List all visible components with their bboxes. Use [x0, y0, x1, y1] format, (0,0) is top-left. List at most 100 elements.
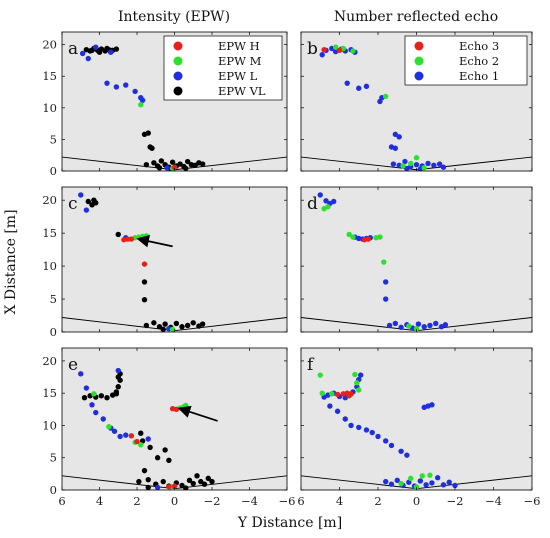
point-epw-vl: [151, 160, 157, 166]
point-echo-1: [434, 475, 441, 481]
point-echo-2: [354, 380, 360, 386]
point-echo-2: [419, 473, 425, 479]
panel-c: 0 5 10 15 20 c: [42, 186, 288, 339]
point-epw-h: [173, 406, 180, 413]
point-echo-1: [429, 480, 435, 486]
point-epw-vl: [89, 47, 95, 54]
point-epw-l: [78, 371, 84, 377]
legend-label: Echo 2: [459, 54, 499, 68]
legend-marker: [414, 71, 424, 81]
point-echo-1: [383, 279, 389, 285]
legend-label: EPW L: [218, 69, 258, 83]
point-echo-1: [417, 478, 424, 484]
y-tick-label: 20: [42, 193, 57, 207]
point-epw-vl: [85, 198, 91, 205]
legend-marker: [173, 86, 183, 96]
panel-label: c: [68, 194, 78, 214]
y-tick-label: 10: [42, 259, 57, 273]
point-echo-2: [427, 472, 433, 478]
y-tick-label: 0: [50, 325, 57, 339]
x-tick-label: 6: [58, 494, 65, 508]
panel-label: e: [68, 355, 78, 375]
point-epw-h: [124, 236, 131, 242]
point-echo-1: [427, 322, 433, 329]
point-epw-h: [166, 484, 172, 490]
point-echo-2: [325, 204, 331, 210]
point-echo-3: [346, 393, 352, 399]
point-epw-l: [89, 402, 95, 408]
point-echo-1: [440, 482, 447, 488]
point-echo-1: [334, 408, 341, 414]
y-tick-label: 10: [42, 101, 57, 115]
point-epw-vl: [138, 430, 144, 436]
point-epw-vl: [173, 320, 180, 327]
point-epw-l: [104, 80, 110, 86]
x-tick-label: 4: [96, 494, 103, 508]
point-epw-vl: [201, 481, 208, 487]
y-tick-label: 20: [42, 38, 57, 52]
point-epw-l: [93, 409, 99, 416]
legend-label: EPW H: [218, 39, 260, 53]
point-echo-2: [346, 231, 352, 238]
point-echo-2: [421, 165, 427, 171]
point-echo-1: [342, 416, 348, 422]
point-echo-1: [433, 320, 439, 327]
point-epw-vl: [186, 477, 193, 484]
point-epw-vl: [151, 320, 157, 326]
point-epw-m: [138, 101, 144, 108]
point-epw-vl: [183, 165, 189, 171]
y-tick-label: 15: [42, 386, 57, 400]
point-echo-1: [404, 165, 410, 171]
point-epw-vl: [199, 321, 206, 327]
point-epw-h: [171, 483, 178, 489]
point-epw-l: [93, 44, 99, 50]
point-epw-vl: [184, 158, 191, 165]
x-tick-label: 2: [133, 494, 140, 508]
point-echo-1: [356, 424, 362, 431]
annotation-arrow: [136, 235, 173, 248]
point-echo-1: [383, 478, 389, 485]
point-echo-1: [404, 452, 410, 458]
point-epw-vl: [162, 321, 168, 327]
point-echo-1: [357, 372, 364, 378]
y-tick-label: 20: [42, 354, 57, 368]
point-epw-l: [113, 84, 120, 90]
point-echo-2: [332, 44, 339, 50]
point-epw-vl: [145, 476, 151, 483]
point-epw-h: [128, 236, 135, 242]
point-echo-1: [331, 198, 337, 205]
point-echo-1: [386, 322, 393, 329]
point-epw-l: [111, 428, 118, 434]
point-echo-1: [375, 433, 381, 440]
point-echo-2: [377, 234, 383, 240]
panel-f: 6 4 2 0 −2 −4 −6 f: [297, 347, 540, 508]
point-epw-vl: [115, 374, 121, 380]
point-echo-1: [392, 145, 399, 151]
y-tick-label: 15: [42, 69, 57, 83]
point-epw-l: [85, 55, 91, 62]
point-echo-2: [350, 48, 356, 54]
point-epw-l: [154, 484, 161, 490]
point-echo-3: [321, 46, 327, 53]
point-epw-vl: [96, 49, 103, 55]
point-epw-vl: [141, 467, 148, 474]
point-echo-2: [317, 372, 323, 378]
point-epw-l: [78, 192, 84, 198]
point-epw-vl: [115, 384, 121, 390]
point-epw-vl: [104, 45, 110, 52]
point-epw-vl: [141, 279, 148, 285]
point-epw-vl: [143, 322, 150, 329]
point-echo-1: [392, 131, 399, 138]
point-echo-1: [383, 296, 389, 302]
point-echo-1: [402, 158, 408, 165]
point-echo-1: [446, 479, 452, 485]
point-echo-1: [421, 404, 427, 411]
point-echo-2: [406, 323, 412, 329]
point-epw-h: [141, 261, 148, 267]
point-echo-1: [369, 429, 375, 436]
x-tick-label: −2: [204, 494, 221, 508]
x-tick-label: 0: [413, 494, 420, 508]
point-epw-vl: [143, 161, 150, 168]
